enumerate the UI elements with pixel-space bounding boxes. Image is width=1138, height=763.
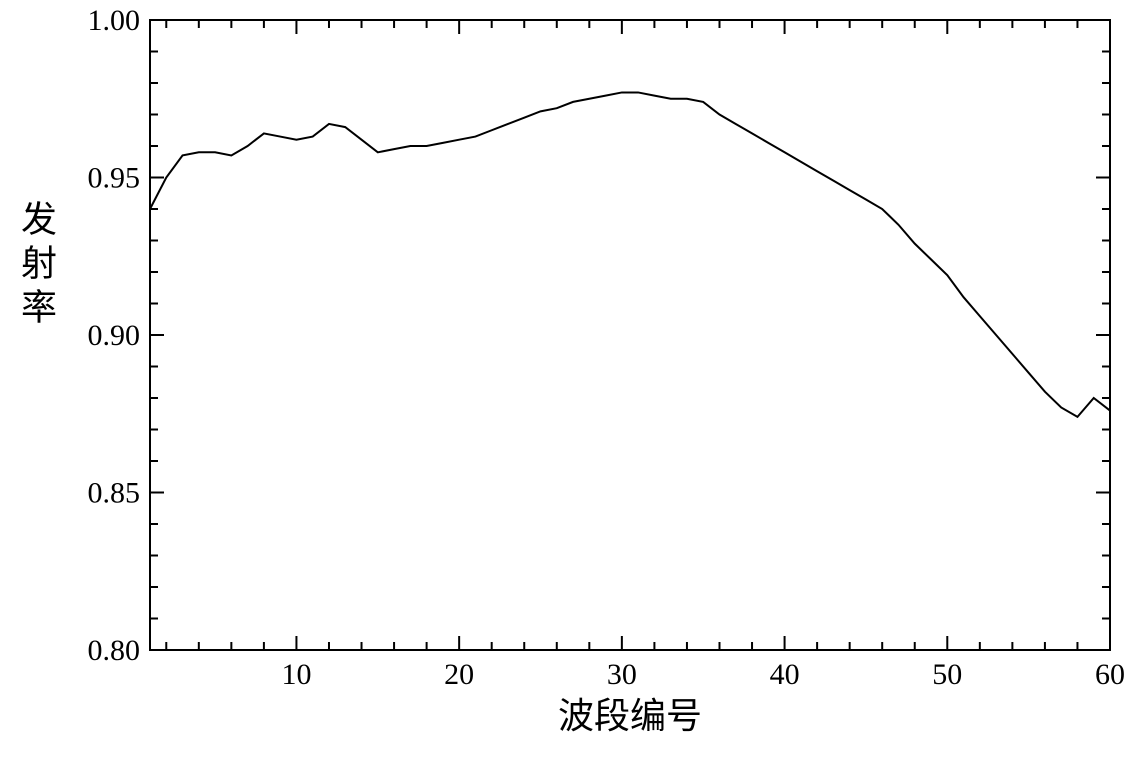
plot-frame bbox=[150, 20, 1110, 650]
chart-svg: 10 20 30 40 50 60 0.80 0.85 0.90 0.95 1.00 波段编号 bbox=[0, 0, 1138, 763]
data-series-line bbox=[150, 92, 1110, 416]
y-tick-label: 0.85 bbox=[88, 477, 141, 510]
y-tick-label: 0.80 bbox=[88, 634, 141, 667]
x-axis-title: 波段编号 bbox=[558, 696, 702, 736]
x-tick-label: 30 bbox=[607, 658, 637, 691]
y-tick-label: 1.00 bbox=[88, 4, 141, 37]
x-tick-label: 20 bbox=[444, 658, 474, 691]
x-tick-label: 40 bbox=[770, 658, 800, 691]
y-tick-label: 0.90 bbox=[88, 319, 141, 352]
y-tick-label: 0.95 bbox=[88, 162, 141, 195]
x-tick-label: 60 bbox=[1095, 658, 1125, 691]
y-axis-title: 发射率 bbox=[10, 200, 62, 332]
chart-container: 10 20 30 40 50 60 0.80 0.85 0.90 0.95 1.00 波段编号 发射率 bbox=[0, 0, 1138, 763]
x-tick-label: 50 bbox=[932, 658, 962, 691]
x-tick-label: 10 bbox=[281, 658, 311, 691]
